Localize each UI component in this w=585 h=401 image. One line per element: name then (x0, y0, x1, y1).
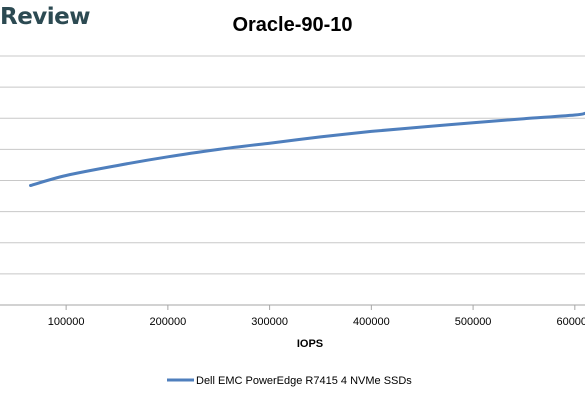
x-tick-labels: 100000 200000 300000 400000 500000 600000 (48, 305, 585, 328)
legend-label: Dell EMC PowerEdge R7415 4 NVMe SSDs (196, 375, 412, 387)
x-tick-label: 500000 (455, 316, 492, 328)
brand-logo: Review (0, 4, 91, 30)
x-axis-label: IOPS (297, 338, 323, 350)
x-tick-label: 200000 (150, 316, 187, 328)
x-tick-label: 100000 (48, 316, 85, 328)
chart-title: Oracle-90-10 (232, 14, 353, 36)
x-tick-label: 600000 (556, 316, 585, 328)
x-tick-label: 400000 (353, 316, 390, 328)
series-line-0 (29, 111, 585, 187)
gridlines (0, 55, 585, 306)
legend: Dell EMC PowerEdge R7415 4 NVMe SSDs (167, 375, 412, 387)
series-layer (29, 111, 585, 187)
x-tick-label: 300000 (251, 316, 288, 328)
